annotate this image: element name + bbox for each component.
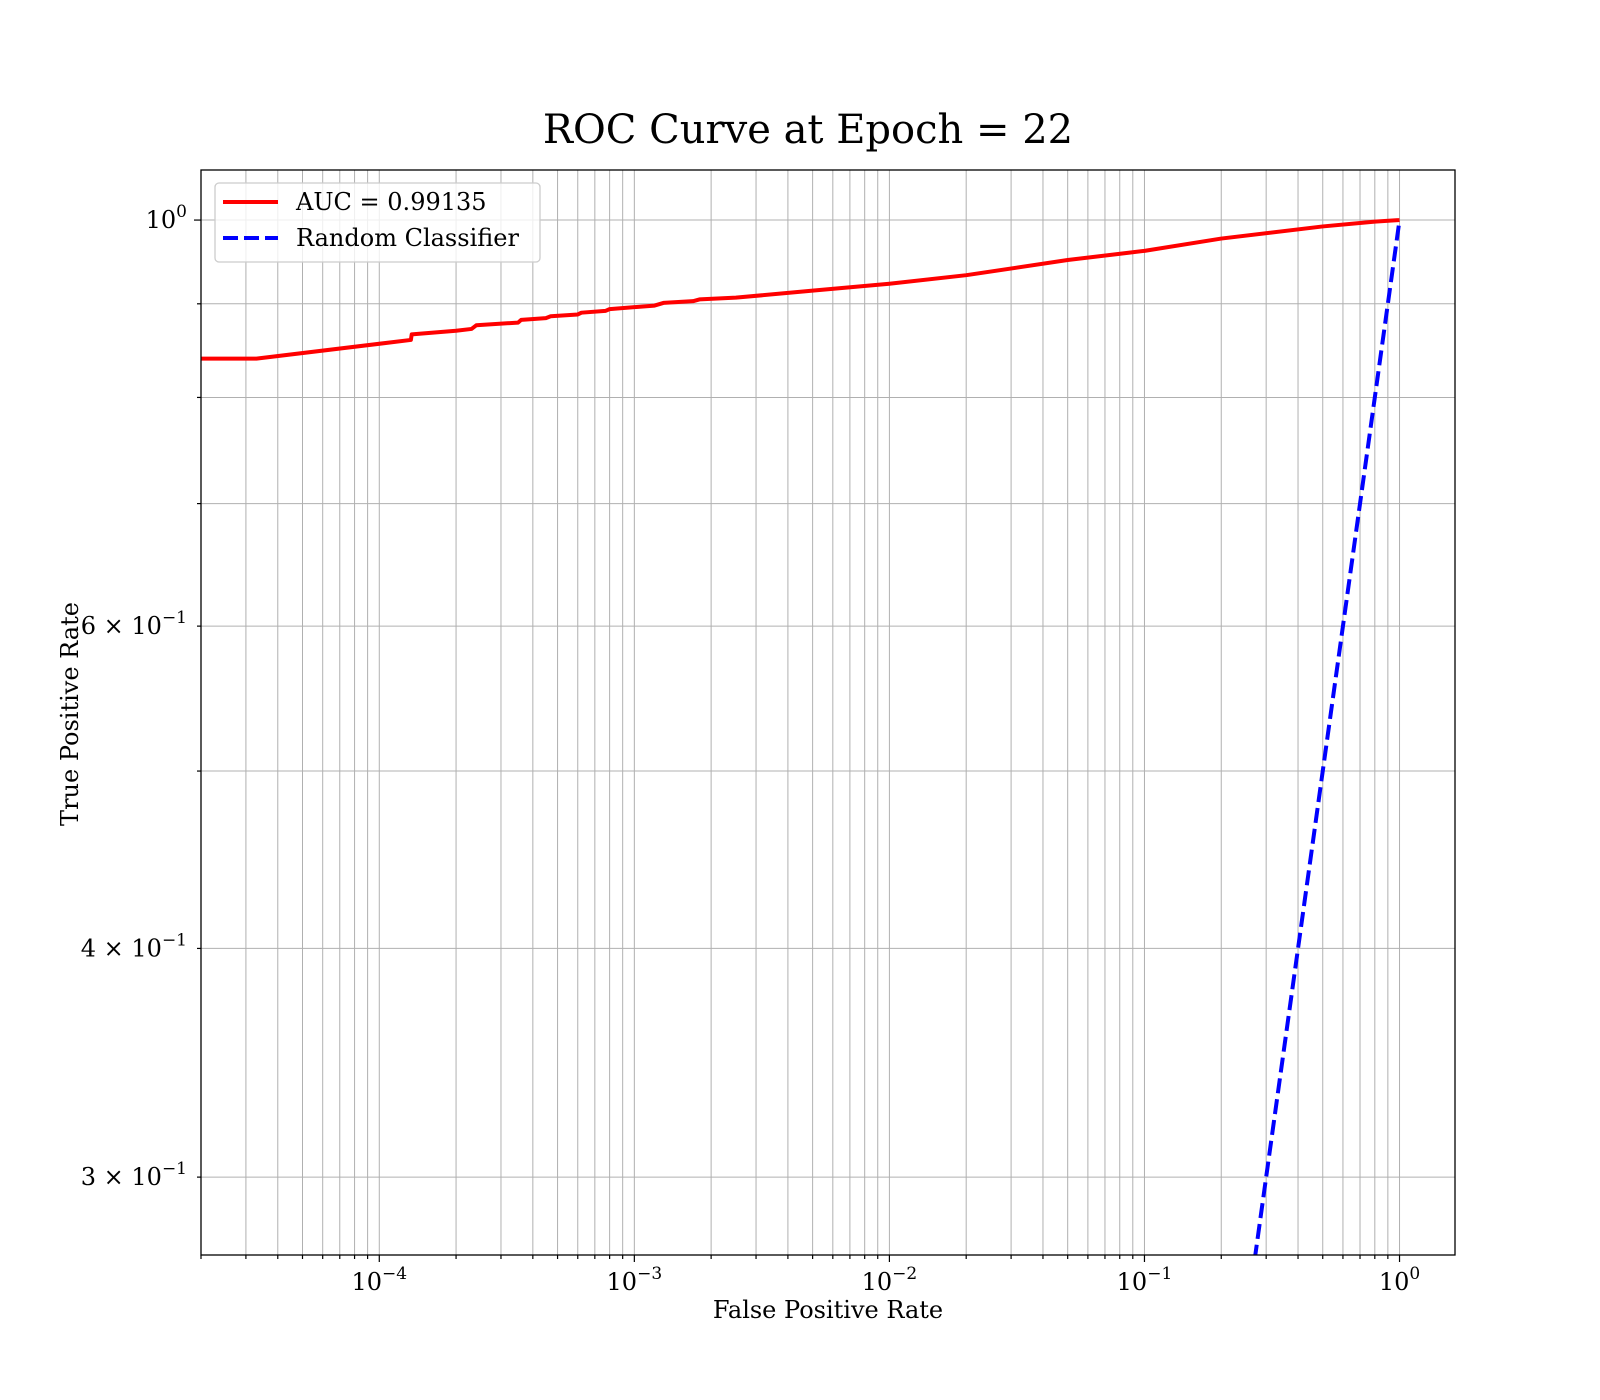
legend-label-random: Random Classifier [296,224,519,252]
x-axis-label: False Positive Rate [713,1296,943,1324]
random-classifier-line [1253,219,1402,1255]
x-tick-label: 10−3 [607,1264,663,1296]
plot-frame [200,169,1456,1256]
x-tick-label: 10−1 [1117,1264,1173,1296]
y-tick-label: 100 [146,202,187,234]
x-tick-label: 10−2 [862,1264,918,1296]
y-tick-label: 3 × 10−1 [81,1159,187,1191]
tick-marks [194,219,1401,1262]
y-axis-label: True Positive Rate [56,602,84,826]
tick-labels: 10−4 10−3 10−2 10−1 100 3 × 10−1 4 × 10−1 6 × 1… [81,202,1420,1296]
roc-curve-line [201,218,1400,361]
legend-box [214,182,541,263]
x-tick-label: 10−4 [351,1264,407,1296]
x-tick-label: 100 [1379,1264,1420,1296]
legend: AUC = 0.99135 Random Classifier [214,182,541,263]
legend-label-auc: AUC = 0.99135 [295,188,487,216]
grid-lines [200,170,1455,1255]
y-tick-label: 6 × 10−1 [81,608,187,640]
series-layer [201,218,1402,1255]
chart-title: ROC Curve at Epoch = 22 [543,107,1073,153]
y-tick-label: 4 × 10−1 [81,930,187,962]
